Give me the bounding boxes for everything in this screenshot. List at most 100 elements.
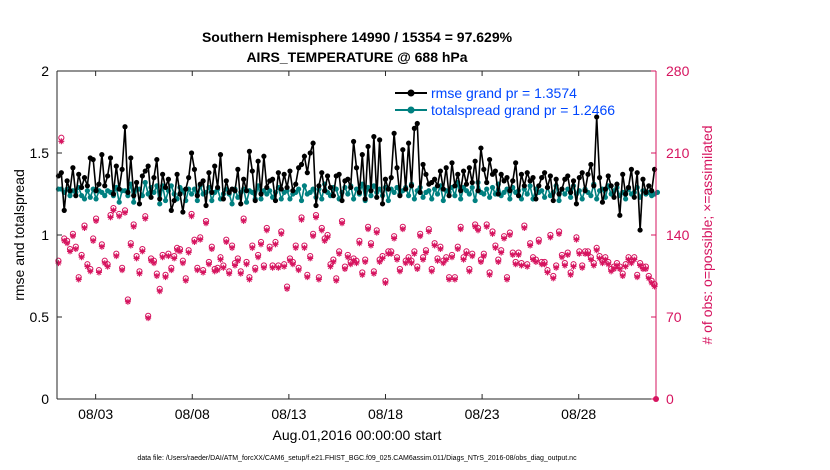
chart-title-line2: AIRS_TEMPERATURE @ 688 hPa	[246, 49, 467, 65]
rmse-point	[469, 179, 475, 186]
obs-assimilated-point	[136, 270, 143, 277]
y-axis-label-right: # of obs: o=possible; ×=assimilated	[699, 125, 715, 344]
obs-assimilated-point	[104, 263, 111, 270]
obs-assimilated-point	[278, 230, 285, 237]
obs-assimilated-point	[246, 276, 253, 283]
obs-assimilated-point	[171, 255, 178, 262]
obs-assimilated-point	[176, 248, 183, 255]
obs-assimilated-point	[590, 262, 597, 269]
totalspread-point	[188, 191, 195, 197]
footnote: data file: /Users/raeder/DAI/ATM_forcXX/…	[137, 455, 577, 462]
obs-assimilated-point	[599, 260, 606, 267]
rmse-point	[570, 178, 577, 184]
obs-assimilated-point	[391, 235, 398, 242]
obs-assimilated-point	[625, 256, 632, 263]
obs-assimilated-point	[498, 249, 505, 256]
rmse-point	[368, 188, 374, 194]
rmse-point	[518, 171, 525, 177]
totalspread-point	[168, 183, 174, 189]
rmse-point	[139, 173, 145, 179]
rmse-point	[568, 189, 574, 195]
obs-assimilated-point	[402, 260, 409, 267]
obs-assimilated-point	[289, 261, 296, 268]
rmse-point	[614, 181, 620, 187]
totalspread-point	[466, 191, 472, 197]
rmse-point	[394, 165, 400, 171]
rmse-point	[220, 196, 226, 202]
plot-area	[57, 71, 656, 399]
rmse-point	[336, 171, 342, 177]
obs-assimilated-point	[414, 265, 421, 272]
totalspread-point	[469, 184, 475, 191]
obs-assimilated-point	[466, 268, 473, 275]
totalspread-point	[429, 196, 435, 202]
obs-assimilated-point	[628, 260, 635, 267]
rmse-point	[304, 170, 310, 176]
rmse-point	[209, 189, 215, 195]
rmse-point	[611, 194, 617, 200]
totalspread-point	[345, 191, 351, 197]
rmse-point	[472, 158, 478, 164]
rmse-point	[475, 188, 481, 194]
obs-assimilated-point	[124, 298, 131, 305]
rmse-point	[298, 161, 305, 168]
rmse-point	[634, 170, 640, 176]
x-axis-label: Aug.01,2016 00:00:00 start	[273, 427, 442, 443]
totalspread-point	[298, 197, 305, 204]
rmse-point	[128, 155, 134, 161]
obs-assimilated-point	[286, 257, 293, 264]
y-tick-label-right: 140	[666, 227, 690, 243]
rmse-point	[194, 193, 200, 199]
rmse-point	[359, 152, 365, 158]
obs-assimilated-point	[237, 270, 244, 277]
obs-assimilated-point	[304, 274, 311, 281]
rmse-point	[206, 170, 212, 176]
totalspread-point	[556, 197, 562, 204]
rmse-point	[162, 184, 169, 191]
obs-assimilated-point	[576, 250, 583, 257]
rmse-point	[391, 130, 397, 136]
y-tick-label-right: 210	[666, 145, 690, 161]
rmse-point	[246, 148, 253, 154]
rmse-point	[122, 124, 128, 130]
obs-assimilated-point	[550, 275, 557, 282]
rmse-point	[316, 183, 322, 189]
rmse-point	[215, 184, 221, 191]
totalspread-point	[588, 193, 594, 199]
rmse-point	[374, 194, 380, 200]
obs-assimilated-point	[179, 260, 186, 267]
totalspread-point	[84, 188, 90, 194]
rmse-point	[116, 186, 122, 192]
obs-assimilated-point	[321, 237, 328, 244]
obs-assimilated-point	[512, 261, 519, 268]
rmse-point	[492, 168, 498, 174]
obs-assimilated-point	[605, 261, 612, 268]
rmse-point	[643, 189, 649, 195]
obs-assimilated-point	[78, 254, 85, 261]
obs-assimilated-point	[64, 240, 71, 247]
rmse-point	[365, 143, 371, 150]
rmse-point	[81, 175, 88, 181]
y-tick-label-right: 280	[666, 63, 690, 79]
obs-assimilated-point	[69, 233, 76, 240]
totalspread-point	[411, 196, 417, 202]
obs-assimilated-point	[367, 242, 374, 249]
obs-assimilated-point	[524, 263, 531, 270]
obs-assimilated-point	[263, 227, 270, 234]
totalspread-point	[157, 201, 163, 207]
rmse-point	[628, 166, 635, 172]
obs-assimilated-point	[214, 267, 221, 274]
obs-assimilated-point	[87, 268, 94, 275]
obs-assimilated-point	[475, 227, 482, 234]
rmse-point	[142, 168, 148, 174]
obs-assimilated-point	[113, 253, 120, 260]
obs-assimilated-point	[75, 276, 82, 283]
totalspread-point	[131, 199, 137, 205]
totalspread-point	[102, 193, 108, 199]
obs-assimilated-point	[61, 237, 68, 244]
rmse-point	[484, 179, 490, 186]
obs-assimilated-point	[211, 268, 218, 275]
obs-assimilated-point	[579, 264, 586, 271]
rmse-point	[620, 171, 626, 177]
rmse-point	[78, 184, 85, 191]
